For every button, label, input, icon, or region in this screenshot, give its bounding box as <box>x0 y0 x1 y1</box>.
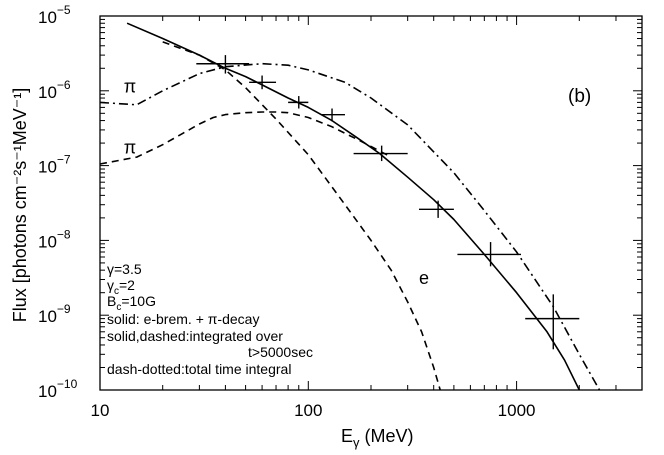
y-tick-label: 10−10 <box>38 377 78 401</box>
series-dashed-curve <box>162 41 441 391</box>
legend-line: t>5000sec <box>248 344 313 360</box>
x-tick-label: 1000 <box>498 401 536 420</box>
legend-line: solid,dashed:integrated over <box>107 328 283 344</box>
curve-annotation: e <box>419 268 429 288</box>
y-tick-label: 10−5 <box>38 3 71 27</box>
y-tick-label: 10−6 <box>38 78 71 102</box>
curve-annotation: π <box>124 138 136 158</box>
x-axis-label: Eγ (MeV) <box>341 426 414 450</box>
x-tick-label: 10 <box>91 401 110 420</box>
legend-line: γc=2 <box>107 277 135 297</box>
curve-annotation: π <box>124 76 136 96</box>
legend-line: Bc=10G <box>107 293 156 313</box>
y-tick-label: 10−7 <box>38 153 71 177</box>
legend-line: solid: e-brem. + π-decay <box>107 311 259 327</box>
y-tick-label: 10−9 <box>38 302 71 326</box>
y-axis-label: Flux [photons cm⁻²s⁻¹MeV⁻¹] <box>10 88 30 323</box>
y-tick-label: 10−8 <box>38 227 71 251</box>
series-dashdot-curve <box>99 62 601 391</box>
x-tick-label: 100 <box>294 401 322 420</box>
data-points-layer <box>196 55 580 350</box>
axes <box>99 15 643 391</box>
text-layer: 10 100 1000 10−10 10−9 10−8 10−7 10−6 10−5 π π e (b)… <box>10 3 591 450</box>
legend-line: dash-dotted:total time integral <box>107 361 291 377</box>
panel-label: (b) <box>568 86 591 107</box>
series-dashed-curve <box>99 111 392 165</box>
legend-line: γ=3.5 <box>107 261 142 277</box>
